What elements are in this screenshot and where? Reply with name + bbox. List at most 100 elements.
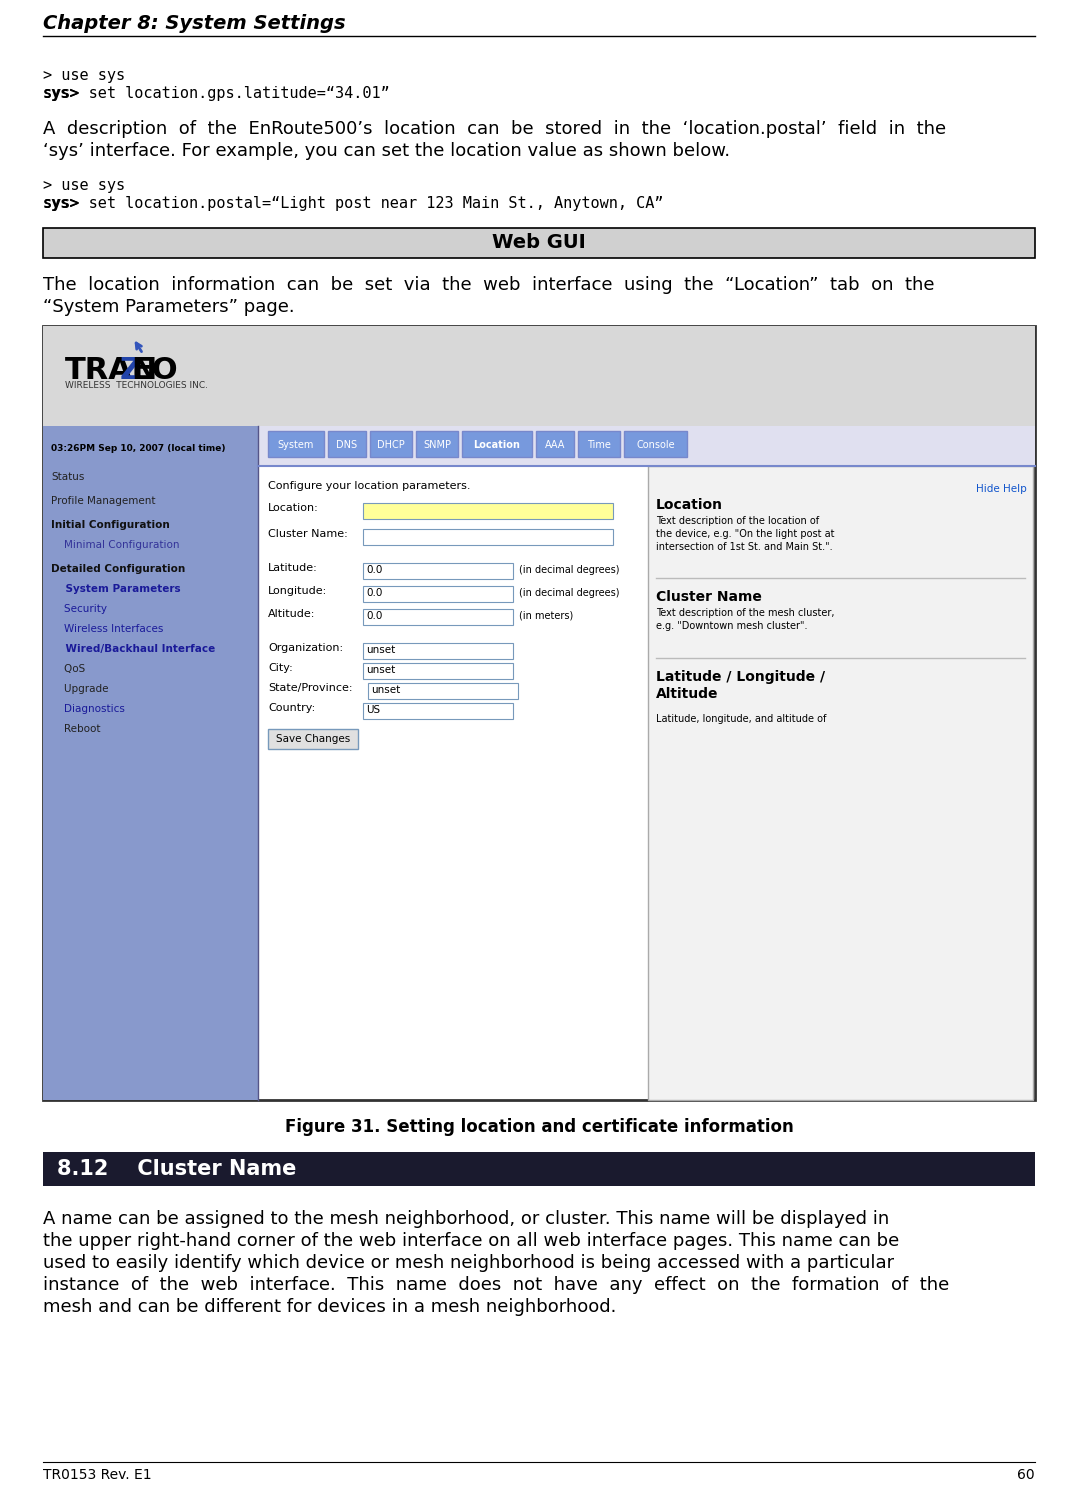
Text: Location:: Location: xyxy=(268,503,319,513)
Text: Figure 31. Setting location and certificate information: Figure 31. Setting location and certific… xyxy=(285,1118,793,1135)
Text: Cluster Name:: Cluster Name: xyxy=(268,530,348,539)
Text: Status: Status xyxy=(51,471,84,482)
Bar xyxy=(416,431,458,457)
Bar xyxy=(363,530,613,545)
Text: > use sys: > use sys xyxy=(43,69,125,84)
Text: SNMP: SNMP xyxy=(423,440,451,451)
Text: Chapter 8: System Settings: Chapter 8: System Settings xyxy=(43,13,346,33)
Bar xyxy=(624,431,687,457)
Text: Altitude:: Altitude: xyxy=(268,609,316,619)
Bar xyxy=(363,609,513,625)
Text: sys>: sys> xyxy=(43,87,80,101)
Text: Detailed Configuration: Detailed Configuration xyxy=(51,564,185,574)
Text: (in meters): (in meters) xyxy=(519,612,573,621)
Text: instance  of  the  web  interface.  This  name  does  not  have  any  effect  on: instance of the web interface. This name… xyxy=(43,1276,950,1294)
Text: A name can be assigned to the mesh neighborhood, or cluster. This name will be d: A name can be assigned to the mesh neigh… xyxy=(43,1210,889,1228)
Text: (in decimal degrees): (in decimal degrees) xyxy=(519,565,620,574)
Text: Upgrade: Upgrade xyxy=(51,683,109,694)
Text: (in decimal degrees): (in decimal degrees) xyxy=(519,588,620,598)
Text: 60: 60 xyxy=(1018,1468,1035,1482)
Text: The  location  information  can  be  set  via  the  web  interface  using  the  : The location information can be set via … xyxy=(43,276,935,294)
Text: 8.12    Cluster Name: 8.12 Cluster Name xyxy=(57,1159,296,1179)
Bar xyxy=(363,662,513,679)
Text: sys> set location.postal=“Light post near 123 Main St., Anytown, CA”: sys> set location.postal=“Light post nea… xyxy=(43,195,663,210)
Bar xyxy=(648,466,1033,1100)
Text: QoS: QoS xyxy=(51,664,85,674)
Bar xyxy=(43,1152,1035,1186)
Text: 0.0: 0.0 xyxy=(367,612,383,621)
Bar xyxy=(462,431,533,457)
Text: DNS: DNS xyxy=(336,440,358,451)
Text: 03:26PM Sep 10, 2007 (local time): 03:26PM Sep 10, 2007 (local time) xyxy=(51,445,225,454)
Text: Security: Security xyxy=(51,604,107,615)
Text: Configure your location parameters.: Configure your location parameters. xyxy=(268,480,470,491)
Text: > use sys: > use sys xyxy=(43,178,125,192)
Text: Console: Console xyxy=(636,440,675,451)
Text: Initial Configuration: Initial Configuration xyxy=(51,521,169,530)
Text: Wireless Interfaces: Wireless Interfaces xyxy=(51,624,164,634)
Text: “System Parameters” page.: “System Parameters” page. xyxy=(43,298,294,316)
Bar xyxy=(268,431,324,457)
Text: mesh and can be different for devices in a mesh neighborhood.: mesh and can be different for devices in… xyxy=(43,1298,617,1316)
Bar xyxy=(268,730,358,749)
Text: Latitude, longitude, and altitude of: Latitude, longitude, and altitude of xyxy=(657,715,827,724)
Text: unset: unset xyxy=(371,685,400,695)
Text: Country:: Country: xyxy=(268,703,315,713)
Text: Reboot: Reboot xyxy=(51,724,100,734)
Text: sys> set location.gps.latitude=“34.01”: sys> set location.gps.latitude=“34.01” xyxy=(43,87,390,101)
Text: DHCP: DHCP xyxy=(377,440,405,451)
Text: TR0153 Rev. E1: TR0153 Rev. E1 xyxy=(43,1468,152,1482)
Text: Z: Z xyxy=(120,357,142,385)
Text: unset: unset xyxy=(367,665,396,674)
Text: System: System xyxy=(278,440,314,451)
Bar xyxy=(363,503,613,519)
Bar xyxy=(43,325,1035,427)
Text: Text description of the location of
the device, e.g. "On the light post at
inter: Text description of the location of the … xyxy=(657,516,834,552)
Bar xyxy=(258,427,1035,466)
Text: A  description  of  the  EnRoute500’s  location  can  be  stored  in  the  ‘loca: A description of the EnRoute500’s locati… xyxy=(43,119,946,137)
Bar xyxy=(363,643,513,659)
Text: Location: Location xyxy=(657,498,723,512)
Text: WIRELESS  TECHNOLOGIES INC.: WIRELESS TECHNOLOGIES INC. xyxy=(65,380,208,389)
Text: Web GUI: Web GUI xyxy=(493,234,585,252)
Bar xyxy=(328,431,367,457)
Text: sys>: sys> xyxy=(43,195,80,210)
Text: 0.0: 0.0 xyxy=(367,588,383,598)
Text: Organization:: Organization: xyxy=(268,643,343,653)
Bar xyxy=(578,431,620,457)
Text: Wired/Backhaul Interface: Wired/Backhaul Interface xyxy=(51,645,216,653)
Text: the upper right-hand corner of the web interface on all web interface pages. Thi: the upper right-hand corner of the web i… xyxy=(43,1232,899,1250)
Text: State/Province:: State/Province: xyxy=(268,683,353,692)
Bar xyxy=(363,586,513,601)
Text: Text description of the mesh cluster,
e.g. "Downtown mesh cluster".: Text description of the mesh cluster, e.… xyxy=(657,609,834,631)
Text: Diagnostics: Diagnostics xyxy=(51,704,125,715)
Text: Time: Time xyxy=(588,440,611,451)
Text: Profile Management: Profile Management xyxy=(51,495,155,506)
Bar xyxy=(43,427,258,1100)
Text: System Parameters: System Parameters xyxy=(51,583,181,594)
Text: Hide Help: Hide Help xyxy=(977,483,1027,494)
Text: US: US xyxy=(367,706,381,715)
Text: Longitude:: Longitude: xyxy=(268,586,328,595)
Text: used to easily identify which device or mesh neighborhood is being accessed with: used to easily identify which device or … xyxy=(43,1253,894,1273)
Bar xyxy=(43,228,1035,258)
Text: TRAN: TRAN xyxy=(65,357,158,385)
Text: Save Changes: Save Changes xyxy=(276,734,350,745)
Bar xyxy=(43,325,1035,1100)
Bar xyxy=(363,562,513,579)
Text: Latitude / Longitude /
Altitude: Latitude / Longitude / Altitude xyxy=(657,670,825,701)
Text: unset: unset xyxy=(367,645,396,655)
Bar xyxy=(363,703,513,719)
Bar xyxy=(370,431,412,457)
Text: City:: City: xyxy=(268,662,293,673)
Text: Minimal Configuration: Minimal Configuration xyxy=(51,540,180,551)
Text: Latitude:: Latitude: xyxy=(268,562,318,573)
Bar xyxy=(536,431,573,457)
Text: Location: Location xyxy=(473,440,521,451)
Text: AAA: AAA xyxy=(544,440,565,451)
Text: EO: EO xyxy=(132,357,178,385)
Text: ‘sys’ interface. For example, you can set the location value as shown below.: ‘sys’ interface. For example, you can se… xyxy=(43,142,730,160)
Text: Cluster Name: Cluster Name xyxy=(657,589,762,604)
Text: 0.0: 0.0 xyxy=(367,565,383,574)
Bar xyxy=(368,683,519,698)
